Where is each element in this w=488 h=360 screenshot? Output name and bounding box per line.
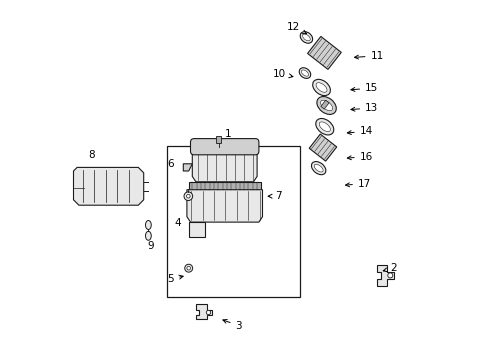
Ellipse shape bbox=[145, 231, 151, 240]
Text: 1: 1 bbox=[224, 129, 231, 139]
Text: 2: 2 bbox=[383, 263, 396, 273]
Circle shape bbox=[183, 192, 192, 201]
Ellipse shape bbox=[302, 34, 309, 41]
Bar bbox=[307, 36, 341, 69]
Text: 4: 4 bbox=[174, 218, 181, 228]
FancyBboxPatch shape bbox=[190, 139, 258, 155]
Ellipse shape bbox=[319, 122, 330, 131]
Circle shape bbox=[387, 273, 392, 278]
Polygon shape bbox=[73, 167, 143, 205]
Text: 8: 8 bbox=[88, 150, 95, 160]
Circle shape bbox=[186, 194, 190, 198]
Text: 16: 16 bbox=[346, 152, 372, 162]
Ellipse shape bbox=[301, 70, 308, 76]
Circle shape bbox=[186, 266, 190, 270]
Text: 9: 9 bbox=[147, 241, 154, 251]
Text: 11: 11 bbox=[354, 51, 383, 61]
Ellipse shape bbox=[300, 32, 312, 43]
Ellipse shape bbox=[315, 83, 326, 92]
Bar bbox=[320, 100, 328, 109]
Text: 3: 3 bbox=[223, 319, 242, 331]
Text: 5: 5 bbox=[167, 274, 183, 284]
Text: 13: 13 bbox=[350, 103, 378, 113]
Polygon shape bbox=[376, 265, 393, 286]
Polygon shape bbox=[183, 164, 192, 171]
Ellipse shape bbox=[145, 220, 151, 230]
Bar bbox=[188, 182, 260, 190]
Text: 6: 6 bbox=[167, 159, 174, 169]
Bar bbox=[167, 146, 300, 297]
Ellipse shape bbox=[320, 100, 332, 111]
Text: 15: 15 bbox=[350, 83, 378, 93]
Ellipse shape bbox=[311, 162, 325, 175]
Circle shape bbox=[206, 310, 210, 315]
Text: 10: 10 bbox=[272, 69, 292, 79]
Circle shape bbox=[184, 264, 192, 272]
Polygon shape bbox=[196, 304, 212, 319]
Bar bbox=[188, 222, 204, 237]
Polygon shape bbox=[192, 146, 257, 182]
Ellipse shape bbox=[314, 164, 323, 172]
Ellipse shape bbox=[299, 68, 310, 78]
Text: 12: 12 bbox=[286, 22, 306, 34]
Bar bbox=[308, 134, 336, 161]
Ellipse shape bbox=[315, 118, 333, 135]
Ellipse shape bbox=[312, 79, 330, 96]
Bar bbox=[216, 136, 220, 143]
Text: 17: 17 bbox=[345, 179, 370, 189]
Text: 7: 7 bbox=[267, 191, 281, 201]
Polygon shape bbox=[186, 190, 262, 222]
Text: 14: 14 bbox=[346, 126, 372, 136]
Ellipse shape bbox=[316, 96, 336, 114]
